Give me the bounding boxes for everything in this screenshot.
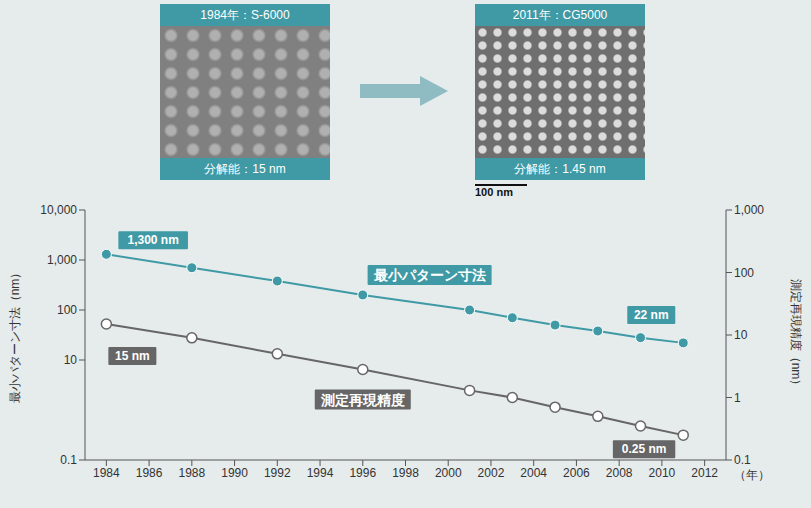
svg-text:測定再現精度: 測定再現精度 — [320, 392, 405, 408]
svg-text:最小パターン寸法（nm）: 最小パターン寸法（nm） — [8, 267, 22, 404]
svg-text:2010: 2010 — [649, 466, 676, 480]
html-text:100 nm: 100 nm — [475, 186, 513, 198]
svg-text:1994: 1994 — [307, 466, 334, 480]
svg-text:2012: 2012 — [691, 466, 718, 480]
html-text:2011年：CG5000: 2011年：CG5000 — [512, 8, 608, 22]
svg-text:1,000: 1,000 — [734, 203, 764, 217]
svg-text:測定再現精度（nm）: 測定再現精度（nm） — [789, 279, 803, 392]
svg-text:1996: 1996 — [349, 466, 376, 480]
svg-text:1,300 nm: 1,300 nm — [127, 233, 178, 247]
html-text:分解能：15 nm: 分解能：15 nm — [204, 162, 286, 176]
svg-text:100: 100 — [57, 303, 77, 317]
html-text:1984年：S-6000: 1984年：S-6000 — [200, 8, 290, 22]
svg-text:0.25 nm: 0.25 nm — [622, 442, 667, 456]
svg-text:1998: 1998 — [392, 466, 419, 480]
svg-text:1986: 1986 — [136, 466, 163, 480]
svg-text:10,000: 10,000 — [40, 203, 77, 217]
svg-text:1984: 1984 — [93, 466, 120, 480]
svg-text:15 nm: 15 nm — [115, 349, 150, 363]
svg-text:0.1: 0.1 — [734, 453, 751, 467]
html-text:分解能：1.45 nm: 分解能：1.45 nm — [514, 162, 606, 176]
svg-text:1990: 1990 — [221, 466, 248, 480]
svg-text:1: 1 — [734, 391, 741, 405]
svg-text:0.1: 0.1 — [60, 453, 77, 467]
svg-text:10: 10 — [734, 328, 748, 342]
svg-text:2000: 2000 — [435, 466, 462, 480]
svg-text:2002: 2002 — [478, 466, 505, 480]
svg-text:1992: 1992 — [264, 466, 291, 480]
svg-text:2004: 2004 — [520, 466, 547, 480]
svg-text:2008: 2008 — [606, 466, 633, 480]
svg-text:100: 100 — [734, 266, 754, 280]
html-text:（年）: （年） — [734, 468, 770, 482]
svg-text:22 nm: 22 nm — [634, 308, 669, 322]
svg-text:1,000: 1,000 — [47, 253, 77, 267]
svg-text:1988: 1988 — [178, 466, 205, 480]
svg-text:最小パターン寸法: 最小パターン寸法 — [373, 267, 486, 283]
svg-text:10: 10 — [64, 353, 78, 367]
svg-text:2006: 2006 — [563, 466, 590, 480]
